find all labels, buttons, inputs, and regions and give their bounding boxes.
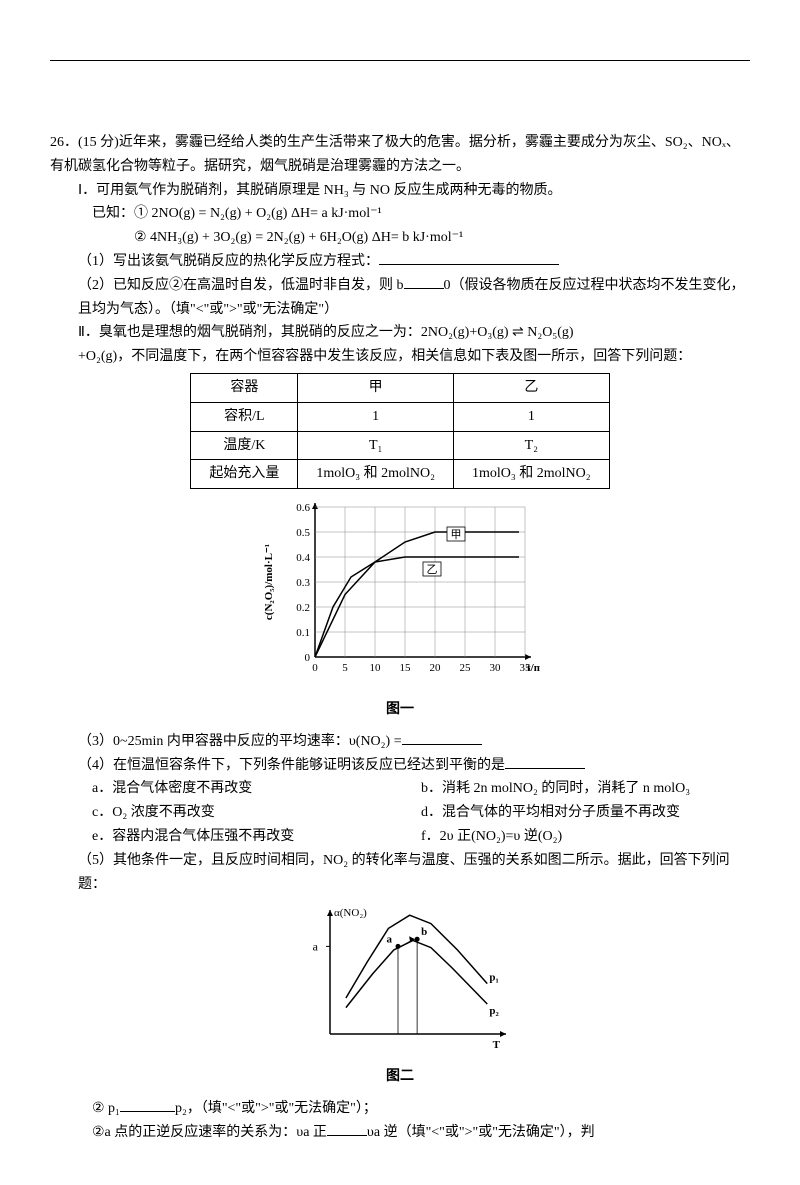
sub5-2: ②a 点的正逆反应速率的关系为：υa 正 υa 逆（填"<"或">"或"无法确定"…: [50, 1121, 750, 1145]
chart-1-wrap: 00.10.20.30.40.50.605101520253035甲乙c(N₂O…: [50, 497, 750, 722]
eq1: ① 2NO(g) = N₂(g) + O₂(g) ΔH= a kJ·mol⁻¹: [134, 206, 382, 221]
cell: 起始充入量: [191, 460, 298, 489]
q5-2b: υa 逆（填"<"或">"或"无法确定"），判: [367, 1125, 595, 1140]
table-row: 容器 甲 乙: [191, 373, 609, 402]
svg-text:0.5: 0.5: [296, 527, 310, 539]
blank-1[interactable]: [379, 250, 559, 265]
info-table: 容器 甲 乙 容积/L 1 1 温度/K T₁ T₂ 起始充入量 1molO₃ …: [190, 373, 609, 489]
part2-label: Ⅱ．: [78, 325, 99, 340]
blank-4[interactable]: [505, 754, 585, 769]
svg-text:0: 0: [305, 652, 311, 664]
opt-f: f．2υ 正(NO₂)=υ 逆(O₂): [421, 825, 750, 849]
sub2: （2）已知反应②在高温时自发，低温时非自发，则 b0（假设各物质在反应过程中状态…: [50, 274, 750, 322]
known-label: 已知：: [92, 206, 134, 221]
svg-text:0.2: 0.2: [296, 602, 310, 614]
svg-text:α(NO₂): α(NO₂): [334, 907, 367, 919]
part1-text: 可用氨气作为脱硝剂，其脱硝原理是 NH₃ 与 NO 反应生成两种无毒的物质。: [96, 183, 561, 198]
q-number: 26．: [50, 135, 78, 150]
sub1-text: （1）写出该氨气脱硝反应的热化学反应方程式：: [78, 254, 379, 269]
cell: T₂: [454, 431, 610, 460]
sub2a: （2）已知反应②在高温时自发，低温时非自发，则 b: [78, 278, 404, 293]
svg-text:甲: 甲: [451, 529, 462, 541]
blank-2[interactable]: [404, 274, 444, 289]
sub4-stem: （4）在恒温恒容条件下，下列条件能够证明该反应已经达到平衡的是: [50, 754, 750, 778]
sub5-1: ② p₁ p₂，（填"<"或">"或"无法确定"）；: [50, 1097, 750, 1121]
opt-d: d．混合气体的平均相对分子质量不再改变: [421, 801, 750, 825]
th-2: 甲: [298, 373, 454, 402]
cell: 1molO₃ 和 2molNO₂: [454, 460, 610, 489]
svg-text:c(N₂O₅)/mol·L⁻¹: c(N₂O₅)/mol·L⁻¹: [263, 544, 275, 620]
opt-e: e．容器内混合气体压强不再改变: [92, 825, 421, 849]
sub3: （3）0~25min 内甲容器中反应的平均速率：υ(NO₂) =: [50, 730, 750, 754]
blank-5[interactable]: [120, 1097, 175, 1112]
svg-text:15: 15: [400, 662, 412, 674]
svg-text:25: 25: [460, 662, 472, 674]
question-26: 26．(15 分)近年来，雾霾已经给人类的生产生活带来了极大的危害。据分析，雾霾…: [50, 131, 750, 179]
cell: 容积/L: [191, 402, 298, 431]
sub5-text: （5）其他条件一定，且反应时间相同，NO₂ 的转化率与温度、压强的关系如图二所示…: [78, 853, 730, 892]
svg-text:30: 30: [490, 662, 502, 674]
eq2: ② 4NH₃(g) + 3O₂(g) = 2N₂(g) + 6H₂O(g) ΔH…: [134, 230, 463, 245]
svg-text:乙: 乙: [427, 563, 438, 576]
top-rule: [50, 60, 750, 61]
part1-label: Ⅰ．: [78, 183, 96, 198]
svg-text:0.1: 0.1: [296, 627, 310, 639]
chart-2-wrap: a b a p₁ p₂ α(NO₂) T 图二: [50, 904, 750, 1089]
table-row: 温度/K T₁ T₂: [191, 431, 609, 460]
cell: 1molO₃ 和 2molNO₂: [298, 460, 454, 489]
svg-text:0.3: 0.3: [296, 577, 310, 589]
table-row: 起始充入量 1molO₃ 和 2molNO₂ 1molO₃ 和 2molNO₂: [191, 460, 609, 489]
svg-text:p₂: p₂: [489, 1005, 499, 1017]
svg-text:p₁: p₁: [489, 972, 498, 984]
sub5: （5）其他条件一定，且反应时间相同，NO₂ 的转化率与温度、压强的关系如图二所示…: [50, 849, 750, 897]
opt-a: a．混合气体密度不再改变: [92, 777, 421, 801]
sub1: （1）写出该氨气脱硝反应的热化学反应方程式：: [50, 250, 750, 274]
part2-text1: 臭氧也是理想的烟气脱硝剂，其脱硝的反应之一为：2NO₂(g)+O₃(g) ⇌ N…: [99, 325, 574, 340]
th-1: 容器: [191, 373, 298, 402]
svg-text:T: T: [493, 1039, 501, 1051]
sub4-text: （4）在恒温恒容条件下，下列条件能够证明该反应已经达到平衡的是: [78, 758, 505, 773]
svg-text:5: 5: [342, 662, 348, 674]
options: a．混合气体密度不再改变 b．消耗 2n molNO₂ 的同时，消耗了 n mo…: [50, 777, 750, 848]
table-row: 容积/L 1 1: [191, 402, 609, 431]
svg-text:a: a: [387, 934, 393, 946]
svg-text:20: 20: [430, 662, 442, 674]
part-2: Ⅱ．臭氧也是理想的烟气脱硝剂，其脱硝的反应之一为：2NO₂(g)+O₃(g) ⇌…: [50, 321, 750, 345]
eq2-row: ② 4NH₃(g) + 3O₂(g) = 2N₂(g) + 6H₂O(g) ΔH…: [50, 226, 750, 250]
cell: 1: [298, 402, 454, 431]
svg-text:0.4: 0.4: [296, 552, 310, 564]
blank-3[interactable]: [402, 730, 482, 745]
cell: 温度/K: [191, 431, 298, 460]
blank-6[interactable]: [327, 1121, 367, 1136]
svg-text:0.6: 0.6: [296, 502, 310, 514]
q5-1b: p₂，（填"<"或">"或"无法确定"）；: [175, 1101, 377, 1116]
svg-text:10: 10: [370, 662, 382, 674]
part2-text2: +O₂(g)，不同温度下，在两个恒容容器中发生该反应，相关信息如下表及图一所示，…: [78, 349, 691, 364]
part2-line2: +O₂(g)，不同温度下，在两个恒容容器中发生该反应，相关信息如下表及图一所示，…: [50, 345, 750, 369]
q5-2a: ②a 点的正逆反应速率的关系为：υa 正: [92, 1125, 327, 1140]
sub3-text: （3）0~25min 内甲容器中反应的平均速率：υ(NO₂) =: [78, 734, 402, 749]
svg-text:t/min: t/min: [527, 662, 540, 674]
opt-b: b．消耗 2n molNO₂ 的同时，消耗了 n molO₃: [421, 777, 750, 801]
part-1: Ⅰ．可用氨气作为脱硝剂，其脱硝原理是 NH₃ 与 NO 反应生成两种无毒的物质。: [50, 179, 750, 203]
known-block: 已知：① 2NO(g) = N₂(g) + O₂(g) ΔH= a kJ·mol…: [50, 202, 750, 226]
q-points: (15 分): [78, 135, 119, 150]
svg-text:0: 0: [312, 662, 318, 674]
chart2-caption: 图二: [50, 1065, 750, 1089]
q5-1a: ② p₁: [92, 1101, 120, 1116]
chart-2: a b a p₁ p₂ α(NO₂) T: [290, 904, 510, 1054]
cell: T₁: [298, 431, 454, 460]
th-3: 乙: [454, 373, 610, 402]
chart1-caption: 图一: [50, 698, 750, 722]
chart-1: 00.10.20.30.40.50.605101520253035甲乙c(N₂O…: [260, 497, 540, 687]
cell: 1: [454, 402, 610, 431]
svg-text:a: a: [313, 940, 319, 954]
svg-text:b: b: [421, 927, 427, 939]
q-intro: 近年来，雾霾已经给人类的生产生活带来了极大的危害。据分析，雾霾主要成分为灰尘、S…: [50, 135, 740, 174]
opt-c: c．O₂ 浓度不再改变: [92, 801, 421, 825]
